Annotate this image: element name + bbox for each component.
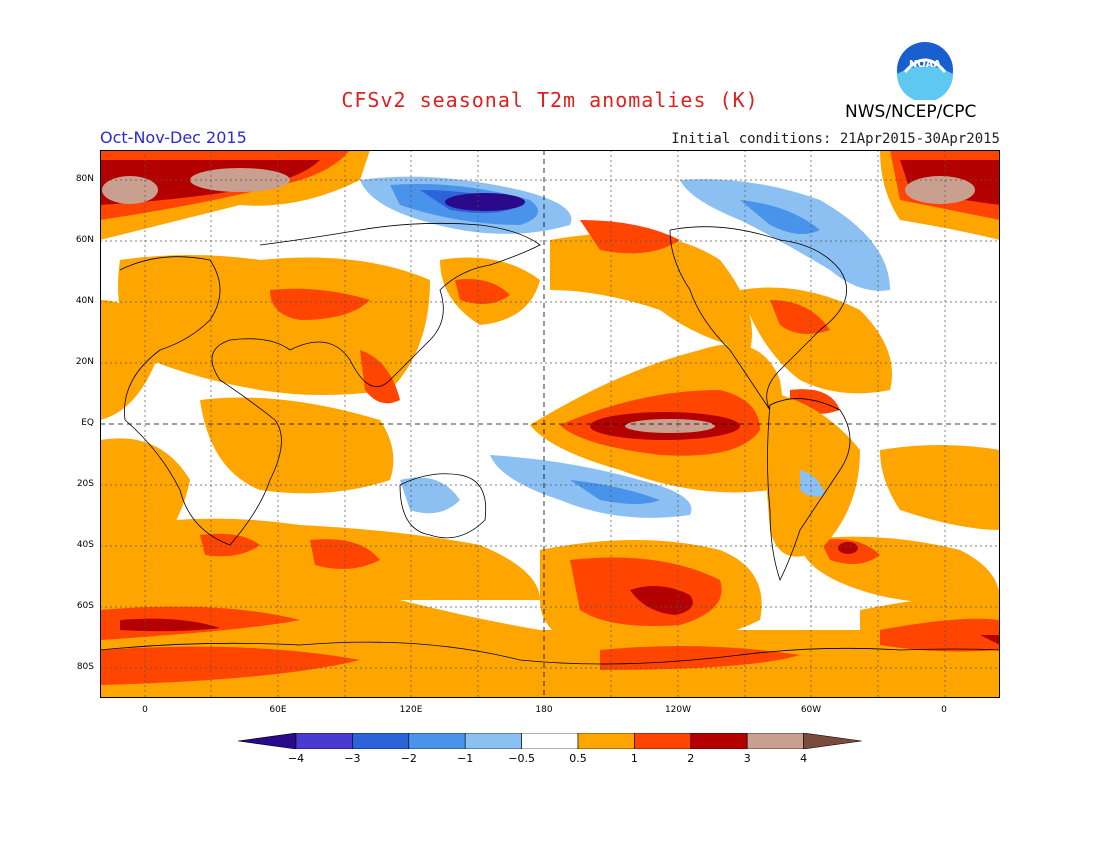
colorbar-segment	[577, 733, 635, 749]
lon-label-60e: 60E	[269, 705, 287, 715]
world-anomaly-map	[100, 150, 1000, 698]
svg-text:NOAA: NOAA	[909, 59, 941, 70]
colorbar-tick-label: 2	[687, 752, 695, 765]
colorbar-tick-label: 3	[743, 752, 751, 765]
colorbar-tick-label: −2	[400, 752, 417, 765]
lon-label-0-left: 0	[142, 705, 148, 715]
colorbar-segment	[408, 733, 466, 749]
lon-label-60w: 60W	[800, 705, 822, 715]
south-pacific-cold-region	[400, 455, 692, 518]
eurasia-warm-region	[100, 255, 540, 420]
colorbar-segment	[803, 733, 862, 749]
colorbar-tick-label: 4	[800, 752, 808, 765]
north-america-cold-region	[680, 179, 890, 291]
lon-label-180: 180	[535, 705, 553, 715]
colorbar-segment	[464, 733, 522, 749]
lat-label-40n: 40N	[75, 296, 94, 306]
colorbar-segment	[634, 733, 692, 749]
lat-label-80s: 80S	[76, 662, 94, 672]
colorbar-segment	[295, 733, 353, 749]
south-america-region	[760, 390, 1000, 557]
south-pacific-warm-region	[540, 540, 860, 698]
north-pacific-warm-region	[550, 220, 892, 414]
colorbar-tick-label: −0.5	[508, 752, 535, 765]
siberia-cold-region	[360, 176, 572, 234]
agency-label: NWS/NCEP/CPC	[845, 102, 977, 122]
colorbar-segment	[521, 733, 579, 749]
colorbar-tick-label: 1	[630, 752, 638, 765]
map-title: CFSv2 seasonal T2m anomalies (K)	[341, 88, 759, 112]
lon-label-120e: 120E	[399, 705, 423, 715]
lat-label-60s: 60S	[76, 601, 94, 611]
colorbar	[238, 733, 862, 749]
colorbar-segment	[352, 733, 410, 749]
season-label: Oct-Nov-Dec 2015	[100, 128, 247, 147]
initial-conditions-label: Initial conditions: 21Apr2015-30Apr2015	[671, 131, 1000, 147]
lat-label-80n: 80N	[75, 174, 94, 184]
colorbar-tick-label: −1	[457, 752, 474, 765]
colorbar-tick-label: −3	[344, 752, 361, 765]
lat-label-20n: 20N	[75, 357, 94, 367]
graticule	[100, 150, 1000, 698]
lat-label-20s: 20S	[76, 479, 94, 489]
el-nino-warm-region	[530, 344, 784, 493]
colorbar-segment	[690, 733, 748, 749]
colorbar-segment	[238, 733, 297, 749]
southern-ocean-warm-region	[100, 518, 1000, 698]
lat-label-60n: 60N	[75, 235, 94, 245]
lon-label-120w: 120W	[664, 705, 692, 715]
noaa-logo: NOAA	[897, 42, 953, 100]
colorbar-segment	[746, 733, 804, 749]
lat-label-eq: EQ	[81, 418, 94, 428]
colorbar-tick-label: −4	[287, 752, 305, 765]
coastlines	[100, 222, 1000, 665]
colorbar-tick-label: 0.5	[569, 752, 587, 765]
lon-label-0-right: 0	[941, 705, 947, 715]
lat-label-40s: 40S	[76, 540, 94, 550]
equator-dateline	[100, 150, 1000, 698]
